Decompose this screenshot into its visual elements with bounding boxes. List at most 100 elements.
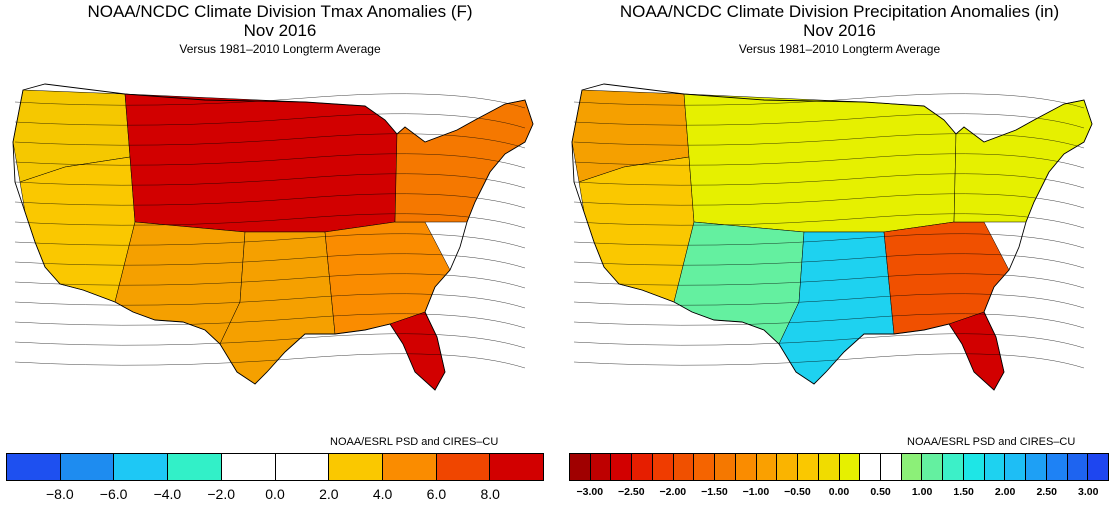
division-boundary [573,333,1085,349]
legend-swatch [798,454,819,480]
legend-swatch [490,454,544,480]
division-boundary [14,173,526,189]
region-se [948,311,1005,391]
division-boundary [14,253,526,269]
legend-swatch [60,454,115,480]
legend-swatch [1088,454,1109,480]
region-ne [394,99,534,223]
legend-swatch [694,454,716,480]
legend-swatch [1005,454,1027,480]
tmax-anomaly-panel: NOAA/NCDC Climate Division Tmax Anomalie… [6,2,544,502]
legend-swatch [570,454,591,480]
legend-swatch [735,454,757,480]
map-date: Nov 2016 [803,21,876,40]
legend-swatch [590,454,612,480]
division-boundary [573,153,1085,169]
region-east [324,221,451,335]
legend-tick-label: 2.0 [319,486,339,502]
division-boundary [14,93,526,109]
legend-tick-label: −4.0 [153,486,182,502]
region-se [389,311,446,391]
credit-text: NOAA/ESRL PSD and CIRES–CU [330,436,499,448]
legend-swatch [860,454,882,480]
division-boundary [573,193,1085,209]
legend-swatch [984,454,1006,480]
division-boundary [14,293,526,309]
division-boundary [14,113,526,129]
legend-tick-label: 2.50 [1036,486,1057,498]
legend-swatch [756,454,778,480]
map-note: Versus 1981–2010 Longterm Average [179,42,381,56]
legend-swatch [652,454,674,480]
legend-tick-label: −1.00 [742,486,770,498]
us-climate-division-map [571,83,1093,391]
legend-tick-label: 0.50 [870,486,891,498]
legend-swatch [221,454,276,480]
legend-tick-label: 0.00 [828,486,850,498]
division-boundary [14,133,526,149]
legend-tick-label: −8.0 [45,486,74,502]
color-legend [569,453,1109,481]
division-boundary [573,133,1085,149]
legend-swatch [329,454,383,480]
legend-tick-label: 1.00 [911,486,933,498]
region-east [883,221,1010,335]
legend-swatch [382,454,437,480]
legend-tick-label: 3.00 [1078,486,1099,498]
legend-tick-label: 4.0 [372,486,393,502]
map-date: Nov 2016 [243,21,317,40]
legend-swatch [275,454,330,480]
division-boundary [573,113,1085,129]
legend-swatch [436,454,491,480]
division-boundary [14,273,526,289]
legend-swatch [1067,454,1089,480]
division-boundary [14,313,526,329]
legend-swatch [963,454,985,480]
legend-tick-label: −0.50 [784,486,811,498]
legend-swatch [1026,454,1047,480]
region-west [19,156,136,303]
legend-tick-label: 1.50 [953,486,974,498]
legend-swatch [168,454,222,480]
division-boundary [14,213,526,229]
division-boundary [573,353,1085,369]
division-boundary [14,333,526,349]
legend-tick-label: 2.00 [994,486,1016,498]
legend-swatch [901,454,923,480]
legend-tick-label: 0.0 [265,486,285,502]
legend-tick-label: −3.00 [576,486,604,498]
legend-tick-label: −2.0 [207,486,236,502]
us-outline [571,83,1093,391]
precip-anomaly-panel: NOAA/NCDC Climate Division Precipitation… [560,0,1119,530]
legend-tick-label: 6.0 [426,486,447,502]
legend-swatch [943,454,964,480]
division-boundary [573,233,1085,249]
region-west [578,156,695,303]
us-outline [12,83,534,391]
legend-swatch [114,454,169,480]
legend-tick-label: 8.0 [480,486,500,502]
division-boundary [14,353,526,369]
legend-tick-label: −2.50 [618,486,645,498]
legend-swatch [839,454,861,480]
region-ne [953,99,1093,223]
legend-swatch [715,454,736,480]
division-boundary [14,193,526,209]
legend-swatch [922,454,944,480]
legend-swatch [881,454,902,480]
legend-swatch [611,454,633,480]
map-title: NOAA/NCDC Climate Division Precipitation… [619,2,1060,21]
division-boundary [573,213,1085,229]
division-boundary [14,153,526,169]
legend-tick-label: −1.50 [701,486,728,498]
division-boundary [14,233,526,249]
division-boundary [573,313,1085,329]
division-boundary [573,273,1085,289]
division-boundary [573,293,1085,309]
legend-tick-label: −2.00 [659,486,687,498]
map-title: NOAA/NCDC Climate Division Tmax Anomalie… [87,2,473,21]
legend-swatch [673,454,695,480]
credit-text: NOAA/ESRL PSD and CIRES–CU [907,436,1076,448]
legend-swatch [818,454,840,480]
division-boundary [573,173,1085,189]
